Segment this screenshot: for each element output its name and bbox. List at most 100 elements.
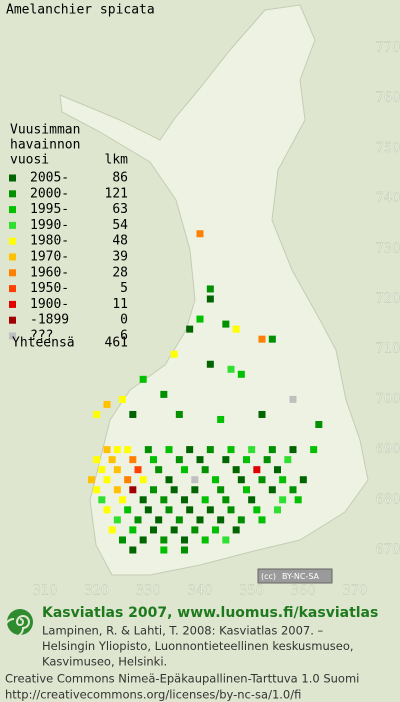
- record-square: [134, 466, 142, 474]
- record-square: [289, 395, 297, 403]
- record-square: [170, 526, 178, 534]
- record-square: [108, 526, 116, 534]
- record-square: [299, 476, 307, 484]
- record-square: [289, 446, 297, 454]
- record-square: [217, 415, 225, 423]
- y-tick-label: 730: [376, 241, 400, 256]
- legend-label: 1950-: [30, 281, 69, 296]
- footer-citation: Helsingin Yliopisto, Luonnontieteellinen…: [42, 639, 354, 653]
- record-square: [196, 516, 204, 524]
- record-square: [237, 476, 245, 484]
- record-square: [139, 536, 147, 544]
- record-square: [227, 446, 235, 454]
- legend-label: 1990-: [30, 218, 69, 233]
- record-square: [222, 536, 230, 544]
- record-square: [139, 375, 147, 383]
- record-square: [196, 315, 204, 323]
- legend-count: 6: [120, 329, 128, 344]
- record-square: [103, 506, 111, 514]
- record-square: [212, 476, 219, 484]
- record-square: [217, 486, 225, 494]
- record-square: [279, 476, 287, 484]
- record-square: [237, 370, 245, 378]
- record-square: [170, 486, 178, 494]
- map: [88, 230, 323, 554]
- record-square: [212, 526, 219, 534]
- record-square: [170, 350, 178, 358]
- legend-count: 39: [112, 250, 128, 265]
- legend-label: 2005-: [30, 171, 69, 186]
- record-square: [165, 446, 173, 454]
- legend-swatch: [9, 237, 16, 245]
- record-square: [160, 546, 168, 554]
- x-tick-label: 340: [188, 584, 213, 599]
- record-square: [274, 506, 281, 514]
- legend-total-label: Yhteensä: [12, 336, 75, 351]
- record-square: [119, 536, 126, 544]
- record-square: [206, 446, 214, 454]
- record-square: [206, 360, 214, 368]
- record-square: [253, 506, 261, 514]
- legend-swatch: [9, 174, 16, 182]
- legend-header: havainnon: [10, 138, 80, 153]
- record-square: [258, 410, 266, 418]
- record-square: [108, 456, 116, 464]
- record-square: [268, 335, 276, 343]
- record-square: [113, 486, 121, 494]
- record-square: [129, 546, 137, 554]
- record-square: [160, 390, 168, 398]
- legend-swatch: [9, 300, 16, 308]
- record-square: [274, 466, 281, 474]
- record-square: [227, 365, 235, 373]
- x-tick-label: 330: [136, 584, 161, 599]
- record-square: [201, 536, 209, 544]
- record-square: [237, 516, 245, 524]
- legend-label: -1899: [30, 313, 69, 328]
- record-square: [113, 466, 121, 474]
- record-square: [103, 400, 111, 408]
- map-title: Amelanchier spicata: [6, 3, 155, 18]
- record-square: [232, 526, 240, 534]
- record-square: [175, 456, 183, 464]
- record-square: [248, 496, 256, 504]
- legend-count: 121: [105, 186, 128, 201]
- record-square: [289, 486, 297, 494]
- record-square: [263, 456, 271, 464]
- record-square: [196, 456, 204, 464]
- record-square: [88, 476, 95, 484]
- cc-badge-text: BY-NC-SA: [282, 572, 320, 581]
- y-tick-label: 680: [376, 492, 400, 507]
- legend-swatch: [9, 316, 16, 324]
- record-square: [144, 506, 152, 514]
- record-square: [181, 546, 188, 554]
- record-square: [310, 446, 318, 454]
- record-square: [124, 446, 132, 454]
- y-tick-label: 670: [376, 543, 400, 558]
- record-square: [201, 466, 209, 474]
- record-square: [155, 466, 163, 474]
- record-square: [196, 230, 204, 238]
- y-tick-label: 700: [376, 392, 400, 407]
- record-square: [150, 526, 157, 534]
- legend-label: 1980-: [30, 234, 69, 249]
- record-square: [232, 325, 240, 333]
- record-square: [155, 516, 163, 524]
- x-tick-label: 320: [84, 584, 109, 599]
- legend-count: 0: [120, 313, 128, 328]
- record-square: [150, 486, 157, 494]
- logo: [4, 609, 33, 638]
- record-square: [139, 476, 147, 484]
- footer-heading: Kasviatlas 2007, www.luomus.fi/kasviatla…: [42, 605, 378, 621]
- finland-outline: [59, 4, 369, 576]
- record-square: [139, 496, 147, 504]
- record-square: [165, 476, 173, 484]
- record-square: [119, 395, 126, 403]
- record-square: [181, 536, 188, 544]
- footer-license: http://creativecommons.org/licenses/by-n…: [5, 688, 301, 702]
- legend-label: ???: [30, 329, 53, 344]
- record-square: [258, 476, 266, 484]
- record-square: [191, 526, 199, 534]
- record-square: [294, 496, 302, 504]
- legend-count: 63: [112, 202, 128, 217]
